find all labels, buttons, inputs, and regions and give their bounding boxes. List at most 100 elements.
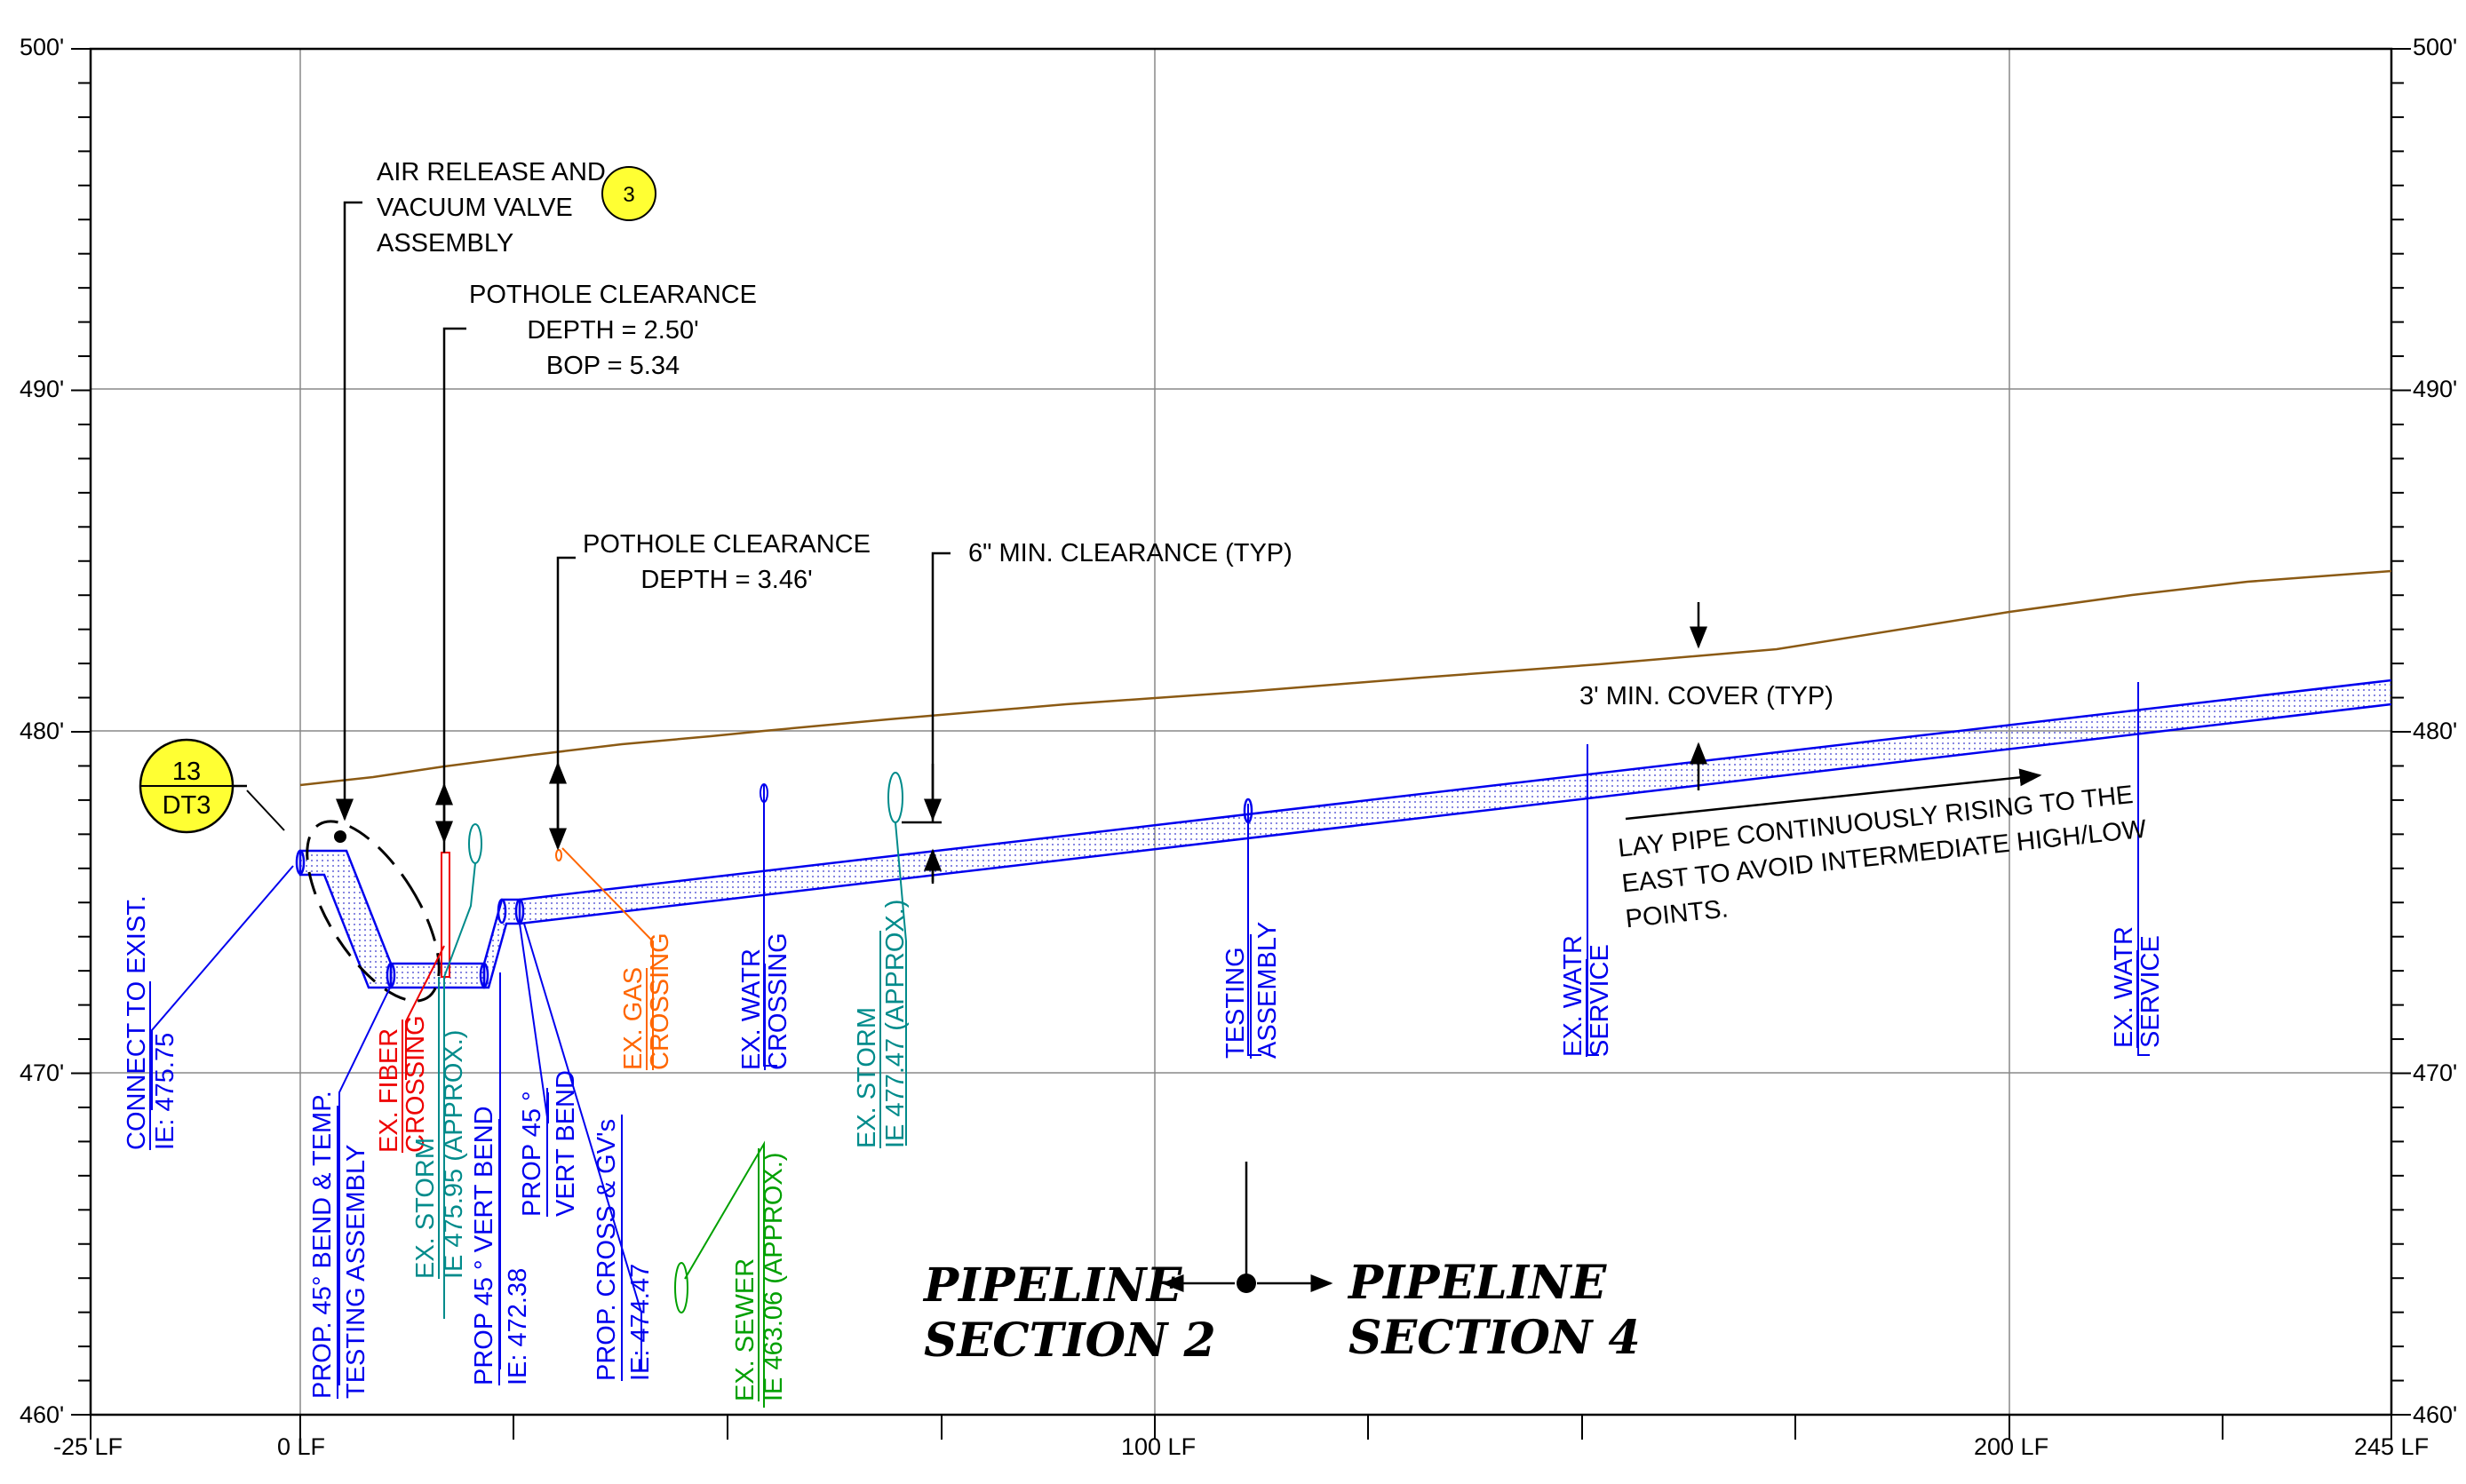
svg-text:DT3: DT3 [163, 791, 211, 820]
note-pothole-1: POTHOLE CLEARANCE DEPTH = 2.50' BOP = 5.… [469, 281, 757, 380]
y-axis-right: 500' 490' 480' 470' 460' [2413, 34, 2457, 1428]
arv-point [334, 830, 346, 843]
svg-text:AIR RELEASE AND: AIR RELEASE AND [377, 158, 606, 186]
note-min-cover: 3' MIN. COVER (TYP) [1579, 682, 1834, 710]
svg-text:PROP 45 ° VERT BEND: PROP 45 ° VERT BEND [470, 1106, 498, 1385]
note-pothole-2: POTHOLE CLEARANCE DEPTH = 3.46' [583, 530, 871, 594]
svg-text:460': 460' [20, 1401, 64, 1428]
pipe-top [519, 679, 2392, 901]
svg-text:SERVICE: SERVICE [1586, 944, 1614, 1057]
arv-dashed-outline [306, 820, 441, 1003]
storm-crossing-2 [887, 772, 903, 823]
svg-text:EX. STORM: EX. STORM [853, 1007, 881, 1148]
svg-text:CROSSING: CROSSING [764, 932, 792, 1070]
svg-text:PROP. CROSS & GV's: PROP. CROSS & GV's [593, 1119, 621, 1381]
svg-text:CROSSING: CROSSING [646, 932, 674, 1070]
label-prop-45-vert-2: PROP 45 ° VERT BEND [518, 1070, 580, 1217]
svg-text:VERT BEND: VERT BEND [552, 1070, 580, 1217]
svg-text:VACUUM VALVE: VACUUM VALVE [377, 194, 573, 222]
svg-text:IE: 474.47: IE: 474.47 [626, 1264, 655, 1381]
label-storm-2: EX. STORM IE 477.47 (APPROX.) [853, 900, 910, 1148]
svg-text:CONNECT TO EXIST.: CONNECT TO EXIST. [123, 895, 151, 1150]
label-testing: TESTING ASSEMBLY [1221, 922, 1282, 1059]
svg-text:470': 470' [2413, 1059, 2457, 1086]
svg-text:EX. GAS: EX. GAS [619, 967, 648, 1070]
svg-text:500': 500' [2413, 34, 2457, 60]
svg-text:200 LF: 200 LF [1974, 1433, 2048, 1460]
section-right-label: PIPELINE SECTION 4 [1347, 1256, 1641, 1365]
label-storm-1: EX. STORM IE 475.95 (APPROX.) [411, 977, 468, 1279]
x-axis: -25 LF 0 LF 100 LF 200 LF 245 LF [53, 1433, 2429, 1460]
svg-text:480': 480' [2413, 718, 2457, 744]
svg-text:PIPELINE: PIPELINE [1347, 1256, 1608, 1310]
svg-text:0 LF: 0 LF [277, 1433, 325, 1460]
svg-text:500': 500' [20, 34, 64, 60]
svg-text:SECTION 4: SECTION 4 [1348, 1311, 1641, 1365]
svg-text:480': 480' [20, 718, 64, 744]
callout-13-dt3: 13 DT3 [139, 738, 247, 834]
svg-text:DEPTH = 2.50': DEPTH = 2.50' [527, 316, 698, 345]
svg-text:245 LF: 245 LF [2354, 1433, 2429, 1460]
label-prop-45-bend: PROP. 45° BEND & TEMP. TESTING ASSEMBLY [308, 1091, 370, 1399]
gas-crossing [555, 849, 562, 861]
label-prop-45-vert: PROP 45 ° VERT BEND IE: 472.38 [470, 1106, 532, 1385]
label-water-crossing: EX. WATR CROSSING [737, 932, 792, 1070]
svg-text:TESTING: TESTING [1221, 947, 1250, 1059]
svg-text:POTHOLE CLEARANCE: POTHOLE CLEARANCE [469, 281, 757, 309]
label-fiber: EX. FIBER CROSSING [375, 1015, 430, 1153]
svg-text:IE 463.06 (APPROX.): IE 463.06 (APPROX.) [760, 1153, 788, 1401]
svg-text:POTHOLE CLEARANCE: POTHOLE CLEARANCE [583, 530, 871, 559]
fiber-crossing [441, 852, 450, 978]
section-marker-dot [1237, 1274, 1256, 1293]
svg-text:SECTION 2: SECTION 2 [924, 1313, 1216, 1368]
svg-text:CROSSING: CROSSING [402, 1015, 430, 1153]
svg-text:EX. WATR: EX. WATR [1559, 935, 1587, 1057]
label-gas: EX. GAS CROSSING [619, 932, 674, 1070]
pipe-bottom [519, 702, 2392, 925]
svg-text:BOP = 5.34: BOP = 5.34 [546, 352, 680, 380]
note-air-release: AIR RELEASE AND VACUUM VALVE ASSEMBLY [377, 158, 606, 258]
note-lay-pipe: LAY PIPE CONTINUOUSLY RISING TO THE EAST… [1617, 781, 2148, 933]
svg-text:13: 13 [172, 758, 201, 786]
svg-text:IE 475.95 (APPROX.): IE 475.95 (APPROX.) [440, 1030, 468, 1279]
svg-text:EX. FIBER: EX. FIBER [375, 1028, 403, 1153]
svg-text:PIPELINE: PIPELINE [922, 1258, 1183, 1313]
storm-crossing-1 [468, 823, 482, 864]
svg-text:IE 477.47 (APPROX.): IE 477.47 (APPROX.) [881, 900, 910, 1148]
section-left-label: PIPELINE SECTION 2 [922, 1258, 1216, 1368]
svg-text:100 LF: 100 LF [1121, 1433, 1196, 1460]
svg-text:IE: 472.38: IE: 472.38 [504, 1268, 532, 1385]
svg-text:EX. WATR: EX. WATR [2110, 926, 2138, 1048]
existing-ground-line [299, 569, 2392, 787]
svg-text:490': 490' [20, 376, 64, 402]
svg-text:-25 LF: -25 LF [53, 1433, 123, 1460]
sewer-crossing [674, 1262, 688, 1313]
svg-text:EX. SEWER: EX. SEWER [731, 1258, 760, 1401]
annotation-arrows [336, 201, 2042, 1292]
svg-text:490': 490' [2413, 376, 2457, 402]
proposed-pipe-band [520, 680, 2391, 924]
svg-text:PROP. 45° BEND & TEMP.: PROP. 45° BEND & TEMP. [308, 1091, 337, 1399]
label-connect: CONNECT TO EXIST. IE: 475.75 [123, 895, 179, 1150]
label-prop-cross: PROP. CROSS & GV's IE: 474.47 [593, 1115, 655, 1381]
svg-text:ASSEMBLY: ASSEMBLY [377, 229, 513, 258]
label-sewer: EX. SEWER IE 463.06 (APPROX.) [731, 1148, 788, 1401]
svg-text:EX. STORM: EX. STORM [411, 1138, 440, 1279]
svg-text:460': 460' [2413, 1401, 2457, 1428]
svg-text:3: 3 [623, 183, 634, 207]
svg-text:SERVICE: SERVICE [2136, 935, 2165, 1048]
label-water-service-2: EX. WATR SERVICE [2110, 926, 2165, 1048]
callout-3: 3 [601, 166, 656, 221]
svg-text:PROP 45 °: PROP 45 ° [518, 1091, 546, 1217]
svg-text:EX. WATR: EX. WATR [737, 948, 766, 1070]
svg-text:IE: 475.75: IE: 475.75 [151, 1033, 179, 1150]
svg-text:ASSEMBLY: ASSEMBLY [1253, 922, 1282, 1059]
note-min-clearance: 6" MIN. CLEARANCE (TYP) [968, 539, 1293, 567]
ticks [71, 48, 2411, 1440]
svg-text:TESTING ASSEMBLY: TESTING ASSEMBLY [342, 1145, 370, 1399]
label-water-service-1: EX. WATR SERVICE [1559, 935, 1614, 1057]
svg-text:DEPTH = 3.46': DEPTH = 3.46' [640, 566, 812, 594]
svg-text:POINTS.: POINTS. [1624, 894, 1730, 933]
y-axis-left: 500' 490' 480' 470' 460' [20, 34, 64, 1428]
